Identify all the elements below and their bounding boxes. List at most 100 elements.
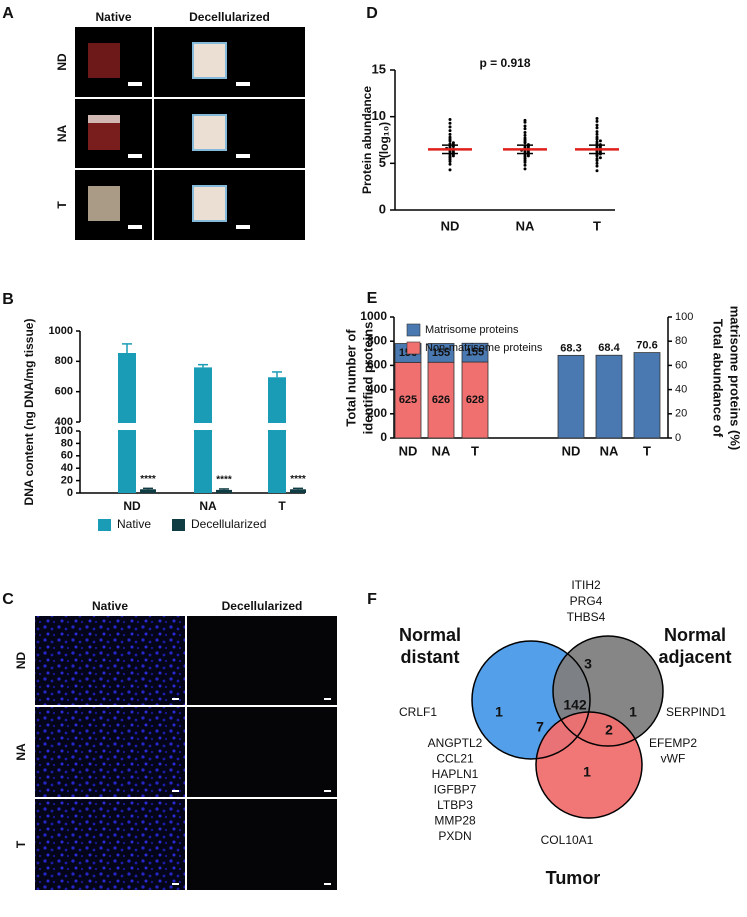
column-header: Native	[92, 599, 128, 613]
data-label: 68.4	[598, 342, 620, 354]
legend-label: Native	[117, 517, 151, 531]
tissue-edge	[88, 115, 120, 123]
data-point	[595, 130, 599, 134]
column-header: Decellularized	[189, 10, 270, 24]
region-count: 7	[536, 719, 544, 735]
scale-bar	[324, 790, 331, 792]
bar-segment	[461, 361, 489, 439]
tissue	[192, 42, 227, 79]
p-value: p = 0.918	[479, 56, 530, 70]
data-point	[595, 169, 599, 173]
data-label: 68.3	[560, 342, 581, 354]
bar-segment	[394, 361, 422, 439]
bar	[633, 352, 661, 439]
y-tick-label: 60	[61, 450, 73, 462]
data-label: 626	[432, 394, 450, 406]
data-point	[595, 164, 599, 168]
data-point	[448, 129, 452, 133]
gene-label: LTBP3	[437, 798, 473, 812]
x-tick-label: T	[593, 218, 601, 233]
y-tick-label: 0	[379, 201, 386, 216]
gene-label: IGFBP7	[434, 783, 477, 797]
data-point	[595, 123, 599, 127]
column-header: Native	[95, 10, 131, 24]
bar	[557, 354, 585, 439]
data-point	[595, 157, 599, 161]
set-name: Normal	[664, 625, 726, 645]
panel-label: B	[2, 291, 14, 308]
y2-tick-label: 40	[675, 384, 687, 396]
photo	[154, 99, 305, 168]
y-axis-label: identified proteins	[360, 322, 375, 435]
scale-bar	[236, 82, 250, 86]
set-name: adjacent	[658, 647, 731, 667]
data-point	[523, 118, 527, 122]
bar	[216, 489, 232, 493]
region-count: 1	[629, 704, 637, 720]
data-point	[448, 125, 452, 129]
micrograph	[187, 616, 337, 705]
y-axis-label: Protein abundance	[360, 86, 374, 194]
gene-label: COL10A1	[541, 833, 594, 847]
x-tick-label: T	[471, 443, 479, 458]
y-tick-label: 400	[55, 416, 73, 428]
legend-label: Decellularized	[191, 517, 266, 531]
y-tick-label: 0	[67, 487, 73, 499]
y-axis-label: DNA content (ng DNA/mg tissue)	[22, 319, 36, 506]
data-point	[523, 133, 527, 137]
gene-label: ITIH2	[571, 578, 601, 592]
y-tick-label: 1000	[360, 309, 387, 323]
x-tick-label: T	[643, 443, 651, 458]
venn-outline	[535, 711, 643, 819]
bar	[290, 489, 306, 493]
gene-label: ANGPTL2	[428, 736, 483, 750]
data-point	[595, 132, 599, 136]
y2-tick-label: 20	[675, 408, 687, 420]
venn-outline	[552, 635, 664, 747]
y-axis-label: (log₁₀)	[377, 122, 391, 158]
data-point	[598, 156, 602, 160]
x-tick-label: T	[278, 499, 286, 513]
region-count: 3	[584, 656, 592, 672]
y2-tick-label: 60	[675, 359, 687, 371]
y2-axis-label: Total abundance of	[711, 319, 726, 438]
y-tick-label: 600	[367, 358, 387, 372]
gene-label: MMP28	[434, 814, 476, 828]
data-point	[523, 136, 527, 140]
scale-bar	[128, 82, 142, 86]
scale-bar	[172, 883, 179, 885]
scale-bar	[172, 698, 179, 700]
data-point	[448, 117, 452, 121]
tissue	[88, 186, 120, 221]
micrograph	[187, 707, 337, 797]
micrograph	[187, 799, 337, 890]
row-label: NA	[55, 125, 69, 143]
y-tick-label: 80	[61, 437, 73, 449]
x-tick-label: ND	[562, 443, 581, 458]
data-point	[595, 135, 599, 139]
y-tick-label: 15	[372, 61, 386, 76]
data-label: 155	[432, 347, 450, 359]
y2-tick-label: 80	[675, 335, 687, 347]
scale-bar	[172, 790, 179, 792]
x-tick-label: NA	[199, 499, 217, 513]
region-count: 142	[563, 697, 587, 713]
data-point	[523, 127, 527, 131]
photo	[154, 170, 305, 240]
significance: ****	[290, 474, 306, 485]
data-point	[523, 163, 527, 167]
x-tick-label: ND	[123, 499, 141, 513]
gene-label: PRG4	[570, 594, 603, 608]
venn-set	[536, 712, 642, 818]
set-name: Normal	[399, 625, 461, 645]
data-point	[595, 117, 599, 121]
scale-bar	[324, 883, 331, 885]
x-tick-label: NA	[600, 443, 619, 458]
micrograph	[35, 799, 185, 890]
venn-outline	[471, 640, 591, 760]
gene-label: CRLF1	[399, 705, 437, 719]
row-label: T	[14, 840, 28, 848]
x-tick-label: ND	[399, 443, 418, 458]
data-point	[595, 161, 599, 165]
